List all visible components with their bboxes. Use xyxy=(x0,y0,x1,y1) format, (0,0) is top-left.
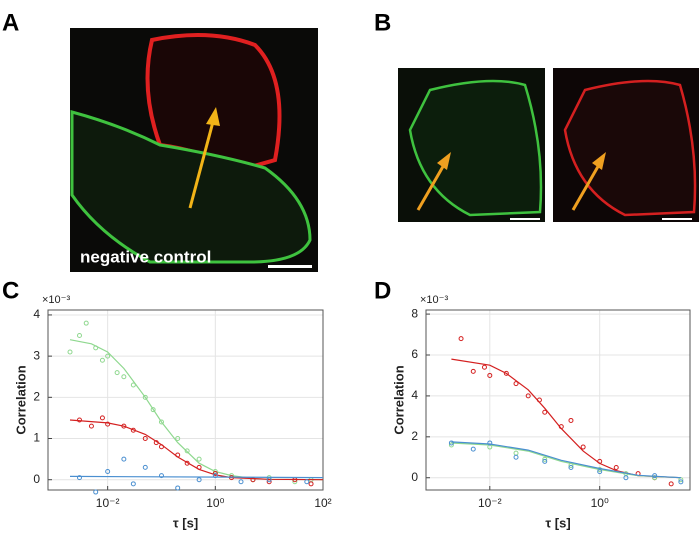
fit-line xyxy=(69,475,324,479)
data-point xyxy=(175,485,181,491)
data-point xyxy=(525,393,531,399)
y-axis-label: Correlation xyxy=(13,365,28,434)
data-point xyxy=(568,465,574,470)
y-multiplier: ×10⁻³ xyxy=(420,294,448,306)
data-point xyxy=(513,381,519,387)
data-point xyxy=(542,456,548,462)
data-point xyxy=(105,353,111,359)
y-tick-label: 8 xyxy=(411,306,418,320)
x-axis-label: τ [s] xyxy=(173,515,198,530)
y-tick-label: 2 xyxy=(411,429,418,443)
data-point xyxy=(142,464,148,470)
data-point xyxy=(487,440,493,446)
micrograph-a: negative control xyxy=(70,28,318,272)
image-caption: negative control xyxy=(80,247,211,266)
data-point xyxy=(142,436,148,442)
data-point xyxy=(470,368,476,374)
data-point xyxy=(503,370,509,376)
data-point xyxy=(470,446,476,452)
data-point xyxy=(121,456,127,462)
x-tick-label: 10⁻² xyxy=(478,496,502,510)
data-point xyxy=(196,456,202,462)
y-tick-label: 6 xyxy=(411,347,418,361)
data-point xyxy=(678,479,684,485)
data-point xyxy=(487,372,493,378)
plot-area xyxy=(48,310,323,490)
data-point xyxy=(99,415,105,421)
y-tick-label: 4 xyxy=(33,307,40,321)
panel-label: D xyxy=(374,277,391,304)
data-point xyxy=(76,333,82,339)
data-point xyxy=(142,394,148,400)
data-point xyxy=(238,479,244,485)
data-point xyxy=(613,465,619,470)
data-point xyxy=(458,336,464,342)
data-point xyxy=(150,407,156,413)
axes-box xyxy=(47,309,324,491)
data-point xyxy=(668,481,674,487)
data-point xyxy=(308,481,314,487)
data-point xyxy=(83,320,89,326)
data-point xyxy=(67,349,73,355)
y-tick-label: 3 xyxy=(33,348,40,362)
data-point xyxy=(88,423,94,429)
y-tick-label: 0 xyxy=(411,470,418,484)
data-point xyxy=(175,436,181,442)
data-point xyxy=(623,475,629,481)
plot-area xyxy=(426,310,690,490)
data-point xyxy=(542,458,548,464)
data-point xyxy=(121,374,127,380)
data-point xyxy=(196,477,202,483)
x-tick-label: 10² xyxy=(314,496,331,510)
y-tick-label: 1 xyxy=(33,431,40,445)
data-point xyxy=(130,481,136,487)
data-point xyxy=(580,444,586,450)
data-point xyxy=(184,448,190,454)
data-point xyxy=(481,364,487,370)
x-tick-label: 10⁻² xyxy=(96,496,120,510)
y-tick-label: 4 xyxy=(411,388,418,402)
data-point xyxy=(542,409,548,415)
y-tick-label: 2 xyxy=(33,389,40,403)
data-point xyxy=(99,357,105,363)
data-point xyxy=(568,417,574,423)
y-tick-label: 0 xyxy=(33,472,40,486)
data-point xyxy=(130,382,136,388)
data-point xyxy=(448,440,454,446)
axes-box xyxy=(425,309,691,491)
y-multiplier: ×10⁻³ xyxy=(42,294,70,306)
x-tick-label: 10⁰ xyxy=(206,496,224,510)
fit-line xyxy=(69,419,324,481)
data-point xyxy=(448,442,454,448)
x-tick-label: 10⁰ xyxy=(591,496,609,510)
panel-label: B xyxy=(374,9,391,36)
data-point xyxy=(304,479,310,485)
data-point xyxy=(105,468,111,474)
data-point xyxy=(93,489,99,495)
data-point xyxy=(597,469,603,475)
fit-line xyxy=(451,441,681,479)
data-point xyxy=(114,370,120,376)
x-axis-label: τ [s] xyxy=(545,515,570,530)
panel-label: C xyxy=(2,277,19,304)
data-point xyxy=(76,475,82,481)
micrograph-b xyxy=(398,68,699,222)
y-axis-label: Correlation xyxy=(391,365,406,434)
data-point xyxy=(513,454,519,460)
panel-label: A xyxy=(2,9,19,36)
data-point xyxy=(158,419,164,425)
data-point xyxy=(158,473,164,479)
data-point xyxy=(105,421,111,427)
